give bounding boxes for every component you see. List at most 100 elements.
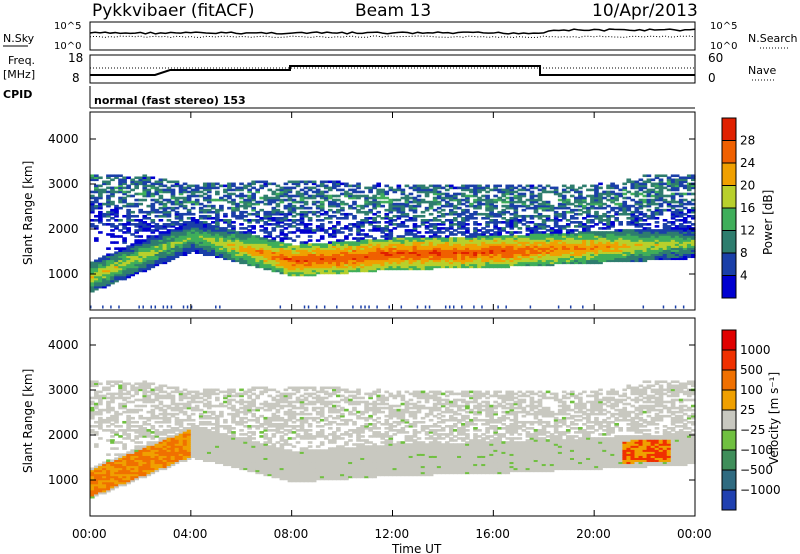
power-cell — [453, 229, 458, 232]
power-cell — [614, 255, 619, 259]
power-cell — [424, 259, 430, 263]
power-cell — [557, 239, 563, 242]
power-cell — [376, 196, 381, 200]
power-cell — [186, 194, 192, 198]
power-cell — [674, 237, 680, 240]
power-cell — [299, 210, 305, 214]
power-cell — [424, 206, 430, 210]
power-cell — [614, 241, 619, 244]
power-cell — [557, 253, 563, 257]
power-cell — [364, 200, 369, 204]
velocity-cell — [118, 455, 123, 458]
power-cell — [646, 253, 652, 257]
power-cell — [469, 233, 474, 236]
power-cell — [307, 219, 313, 222]
power-cell — [574, 253, 579, 257]
power-cell — [392, 241, 398, 244]
power-cell — [674, 249, 680, 252]
power-cell — [686, 249, 692, 252]
power-cell — [194, 231, 200, 234]
power-cell — [416, 251, 422, 254]
power-cell — [565, 249, 571, 252]
power-cell — [682, 257, 688, 261]
power-cell — [202, 188, 208, 192]
power-cell — [396, 263, 402, 267]
power-cell — [586, 210, 591, 214]
power-cell — [610, 235, 615, 238]
power-cell — [461, 231, 466, 234]
power-cell — [319, 269, 325, 273]
power-cell — [118, 271, 123, 275]
power-cell — [182, 182, 188, 186]
power-cell — [606, 239, 611, 242]
power-cell — [90, 275, 95, 279]
power-cell — [227, 229, 232, 232]
power-cell — [690, 184, 696, 188]
power-cell — [380, 216, 386, 220]
power-cell — [295, 223, 301, 226]
velocity-cell — [118, 481, 123, 485]
power-cell — [146, 255, 152, 259]
power-cell — [243, 227, 248, 230]
power-cell — [263, 249, 269, 252]
power-cell — [674, 227, 680, 230]
power-cell — [614, 184, 619, 188]
power-cell — [223, 194, 228, 198]
power-cell — [198, 190, 204, 194]
power-cell — [90, 271, 95, 275]
power-cell — [509, 188, 515, 192]
freq-traces — [90, 65, 695, 76]
power-cell — [142, 180, 148, 184]
power-cell — [626, 190, 632, 194]
power-cell — [497, 255, 502, 259]
power-cell — [182, 204, 188, 208]
power-cell — [682, 251, 688, 254]
power-cell — [513, 196, 519, 200]
power-cell — [678, 219, 684, 222]
power-cell — [461, 237, 466, 240]
power-cell — [634, 241, 640, 244]
velocity-cell — [106, 483, 111, 487]
power-cell — [198, 251, 204, 254]
power-cell — [360, 210, 365, 214]
power-cell — [275, 188, 281, 192]
power-cell — [396, 223, 402, 226]
power-cell — [239, 245, 244, 248]
power-cell — [372, 204, 377, 208]
power-cell — [110, 212, 115, 216]
power-cell — [356, 265, 361, 269]
power-cell — [590, 231, 595, 234]
power-cell — [323, 184, 329, 188]
power-cell — [569, 231, 575, 234]
power-cell — [614, 251, 619, 254]
power-cell — [352, 200, 357, 204]
power-cell — [574, 251, 579, 254]
power-cell — [469, 243, 474, 246]
power-cell — [618, 245, 623, 248]
power-cell — [666, 204, 672, 208]
power-cell — [332, 186, 337, 190]
power-cell — [315, 229, 321, 232]
power-cell — [654, 210, 660, 214]
power-cell — [650, 210, 656, 214]
power-cell — [219, 253, 224, 257]
power-cell — [142, 255, 148, 259]
power-cell — [146, 223, 152, 226]
power-cell — [654, 206, 660, 210]
power-cell — [154, 182, 160, 186]
power-cell — [533, 210, 539, 214]
power-cell — [501, 216, 507, 220]
velocity-cell — [106, 453, 111, 456]
power-cell — [614, 192, 619, 196]
power-cell — [521, 200, 527, 204]
power-cell — [626, 249, 632, 252]
power-cell — [114, 206, 119, 210]
power-cell — [122, 176, 127, 180]
power-cell — [436, 249, 442, 252]
power-cell — [146, 265, 152, 269]
power-cell — [461, 241, 466, 244]
power-cell — [505, 204, 511, 208]
power-cell — [118, 178, 123, 182]
power-cell — [630, 216, 636, 220]
power-cell — [243, 184, 248, 188]
